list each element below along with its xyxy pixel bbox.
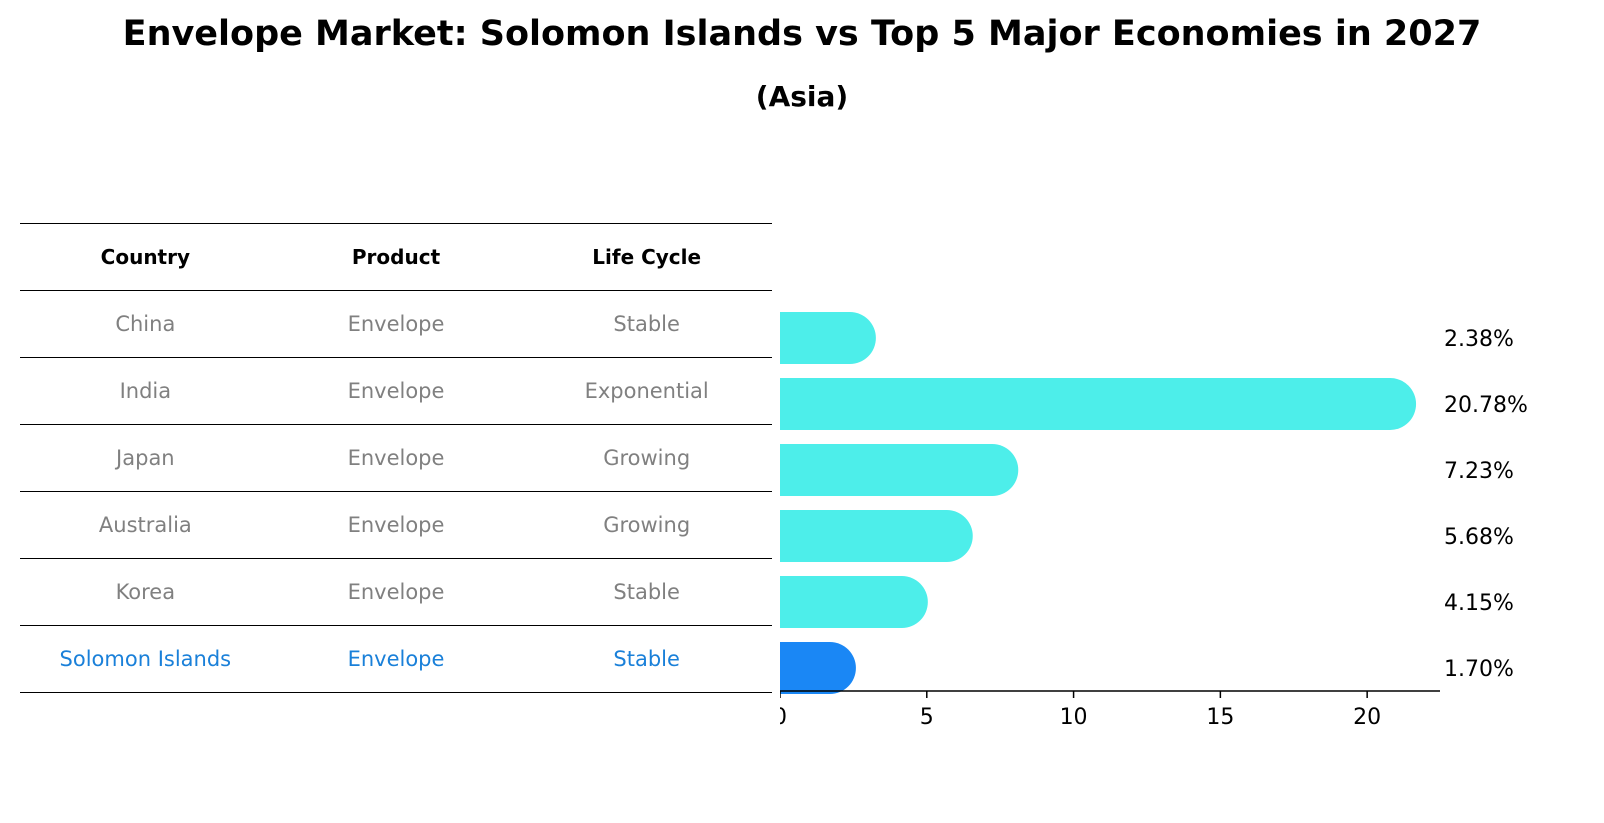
cell-life-cycle: Stable bbox=[613, 580, 680, 604]
bar-china bbox=[780, 312, 876, 364]
table-row: India Envelope Exponential bbox=[20, 357, 772, 424]
x-tick-label: 15 bbox=[1206, 705, 1234, 730]
table-row: Japan Envelope Growing bbox=[20, 424, 772, 491]
header-life-cycle: Life Cycle bbox=[592, 245, 702, 269]
cell-country: India bbox=[119, 379, 172, 403]
cell-country: Japan bbox=[116, 446, 175, 470]
cell-life-cycle: Stable bbox=[613, 647, 680, 671]
chart-title: Envelope Market: Solomon Islands vs Top … bbox=[122, 14, 1482, 54]
data-label: 2.38% bbox=[1444, 327, 1514, 352]
x-tick-label: 20 bbox=[1353, 705, 1381, 730]
table-row: China Envelope Stable bbox=[20, 290, 772, 357]
bar-australia bbox=[780, 510, 973, 562]
table-header-row: Country Product Life Cycle bbox=[20, 223, 772, 290]
table-row: Australia Envelope Growing bbox=[20, 491, 772, 558]
bar-chart: 2.38% 20.78% 7.23% 5.68% 4.15% 1.70% 0 5 10 15 20 bbox=[780, 312, 1528, 730]
data-label: 5.68% bbox=[1444, 525, 1514, 550]
cell-life-cycle: Exponential bbox=[584, 379, 709, 403]
bar-korea bbox=[780, 576, 928, 628]
cell-product: Envelope bbox=[347, 647, 445, 671]
data-label: 20.78% bbox=[1444, 393, 1528, 418]
cell-product: Envelope bbox=[347, 580, 445, 604]
cell-product: Envelope bbox=[347, 446, 445, 470]
chart-subtitle: (Asia) bbox=[755, 80, 849, 113]
data-table: Country Product Life Cycle China Envelop… bbox=[20, 223, 772, 693]
table-row: Korea Envelope Stable bbox=[20, 558, 772, 625]
bar-japan bbox=[780, 444, 1019, 496]
data-label: 7.23% bbox=[1444, 459, 1514, 484]
cell-product: Envelope bbox=[347, 513, 445, 537]
bar-india bbox=[780, 378, 1417, 430]
cell-country: Korea bbox=[115, 580, 176, 604]
cell-life-cycle: Growing bbox=[603, 513, 691, 537]
bar-solomon-islands bbox=[780, 642, 856, 694]
cell-life-cycle: Stable bbox=[613, 312, 680, 336]
cell-product: Envelope bbox=[347, 312, 445, 336]
x-tick-label: 10 bbox=[1060, 705, 1088, 730]
x-tick-label: 5 bbox=[920, 705, 934, 730]
cell-life-cycle: Growing bbox=[603, 446, 691, 470]
header-country: Country bbox=[100, 245, 191, 269]
table-row-highlighted: Solomon Islands Envelope Stable bbox=[20, 625, 772, 693]
cell-product: Envelope bbox=[347, 379, 445, 403]
cell-country: Australia bbox=[98, 513, 192, 537]
cell-country: China bbox=[115, 312, 176, 336]
cell-country: Solomon Islands bbox=[59, 647, 232, 671]
header-product: Product bbox=[351, 245, 441, 269]
x-tick-label: 0 bbox=[780, 705, 787, 730]
data-label: 1.70% bbox=[1444, 657, 1514, 682]
data-label: 4.15% bbox=[1444, 591, 1514, 616]
